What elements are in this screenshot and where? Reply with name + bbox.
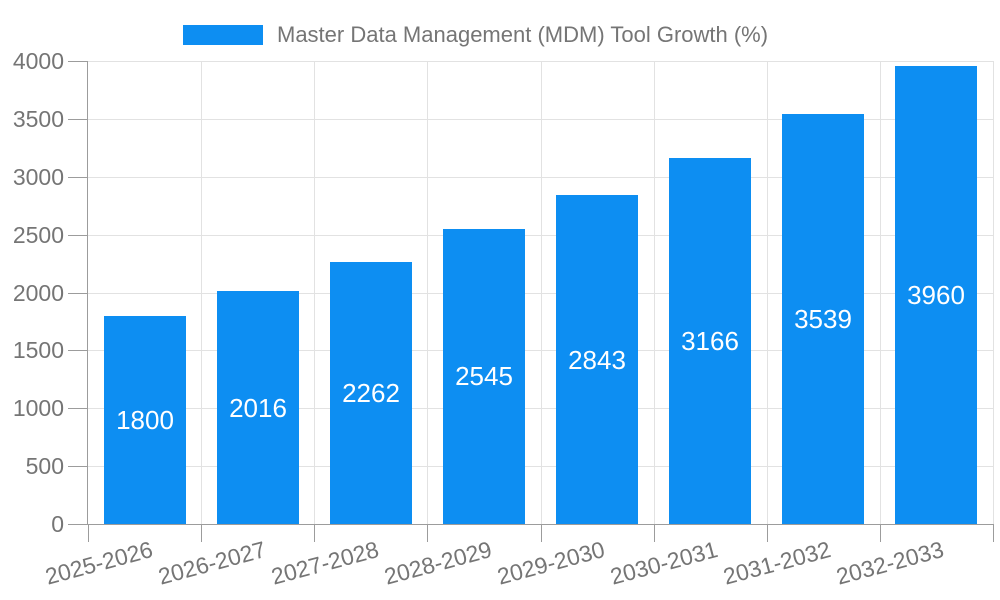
bar: 1800	[104, 316, 186, 524]
y-axis-tick-label: 1000	[12, 395, 64, 421]
gridline-horizontal	[88, 466, 993, 467]
x-axis-category-label: 2026-2027	[155, 536, 269, 590]
x-axis-tick	[314, 524, 315, 542]
gridline-vertical	[993, 61, 994, 524]
bar: 2545	[443, 229, 525, 524]
y-axis-tick	[68, 524, 87, 525]
bar-value-label: 3539	[794, 304, 852, 334]
bar: 2016	[217, 291, 299, 524]
x-axis-category-label: 2031-2032	[720, 536, 834, 590]
gridline-vertical	[201, 61, 202, 524]
legend-swatch-icon	[183, 25, 263, 45]
x-axis-category-label: 2028-2029	[381, 536, 495, 590]
gridline-horizontal	[88, 350, 993, 351]
bar: 3166	[669, 158, 751, 524]
x-axis-tick	[541, 524, 542, 542]
x-axis-tick	[427, 524, 428, 542]
legend-label: Master Data Management (MDM) Tool Growth…	[277, 22, 769, 47]
gridline-horizontal	[88, 61, 993, 62]
gridline-horizontal	[88, 293, 993, 294]
y-axis-tick-label: 3000	[12, 164, 64, 190]
bar: 2262	[330, 262, 412, 524]
y-axis-line	[87, 61, 88, 524]
bar: 2843	[556, 195, 638, 524]
gridline-vertical	[427, 61, 428, 524]
y-axis-tick	[68, 235, 87, 236]
y-axis-tick	[68, 177, 87, 178]
bar-value-label: 2016	[229, 393, 287, 423]
bar: 3539	[782, 114, 864, 524]
bar-value-label: 3960	[907, 280, 965, 310]
y-axis-tick	[68, 293, 87, 294]
x-axis-line	[87, 524, 994, 525]
y-axis-tick-label: 0	[51, 511, 64, 537]
x-axis-category-label: 2032-2033	[833, 536, 947, 590]
y-axis-tick-label: 500	[25, 453, 64, 479]
x-axis-tick	[880, 524, 881, 542]
bar: 3960	[895, 66, 977, 524]
gridline-vertical	[767, 61, 768, 524]
gridline-vertical	[541, 61, 542, 524]
y-axis-tick-label: 2000	[12, 280, 64, 306]
gridline-horizontal	[88, 119, 993, 120]
bar-value-label: 3166	[681, 326, 739, 356]
gridline-vertical	[654, 61, 655, 524]
x-axis-category-label: 2025-2026	[42, 536, 156, 590]
y-axis-tick-label: 4000	[12, 48, 64, 74]
x-axis-category-label: 2029-2030	[494, 536, 608, 590]
gridline-horizontal	[88, 235, 993, 236]
gridline-vertical	[880, 61, 881, 524]
gridline-vertical	[314, 61, 315, 524]
x-axis-tick	[767, 524, 768, 542]
x-axis-tick	[201, 524, 202, 542]
x-axis-tick	[654, 524, 655, 542]
gridline-horizontal	[88, 177, 993, 178]
x-axis-tick	[993, 524, 994, 542]
bar-value-label: 2262	[342, 378, 400, 408]
y-axis-tick	[68, 61, 87, 62]
y-axis-tick	[68, 408, 87, 409]
y-axis-tick	[68, 466, 87, 467]
x-axis-tick	[88, 524, 89, 542]
y-axis-tick	[68, 350, 87, 351]
y-axis-tick	[68, 119, 87, 120]
x-axis-category-label: 2030-2031	[607, 536, 721, 590]
bar-value-label: 2843	[568, 345, 626, 375]
x-axis-category-label: 2027-2028	[268, 536, 382, 590]
y-axis-tick-label: 3500	[12, 106, 64, 132]
gridline-horizontal	[88, 408, 993, 409]
bar-value-label: 1800	[116, 405, 174, 435]
bar-value-label: 2545	[455, 361, 513, 391]
y-axis-tick-label: 2500	[12, 222, 64, 248]
legend-item[interactable]: Master Data Management (MDM) Tool Growth…	[183, 22, 768, 48]
y-axis-tick-label: 1500	[12, 337, 64, 363]
